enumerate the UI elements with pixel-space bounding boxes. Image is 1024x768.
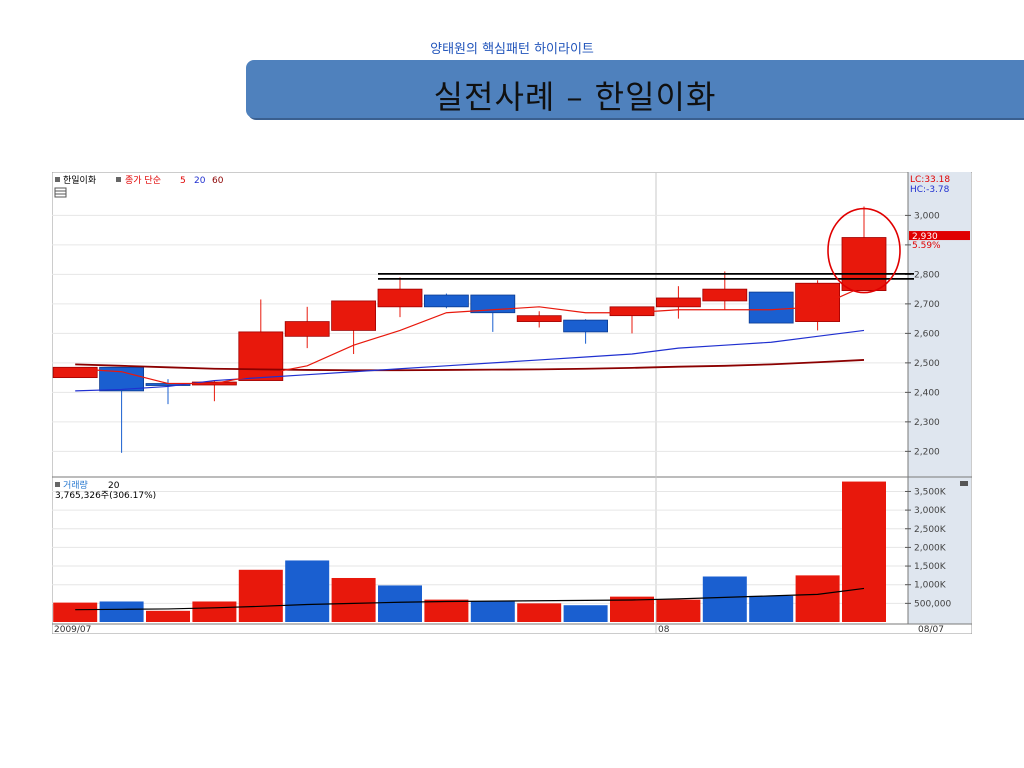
candle-body (563, 319, 609, 333)
candle-body (516, 315, 562, 322)
price-tick-labels: 3,000 2,800 2,700 2,600 2,500 2,400 2,300 2,200 (905, 211, 940, 457)
volume-tick-label: 2,500K (914, 525, 947, 535)
candle-body (99, 366, 144, 392)
volume-bar (53, 602, 98, 622)
volume-bar (424, 599, 469, 622)
volume-bar (563, 605, 608, 622)
price-tick-label: 2,600 (914, 329, 940, 339)
slide-title: 실전사례 – 한일이화 (433, 78, 717, 116)
candle-body (702, 288, 748, 302)
resistance-lines (378, 272, 914, 280)
volume-bar (192, 601, 237, 622)
candlesticks (52, 206, 887, 453)
volume-tick-label: 2,000K (914, 543, 947, 553)
candle-body (238, 331, 284, 381)
volume-bar (146, 610, 190, 622)
volume-bar (749, 595, 794, 622)
highlight-circle (827, 207, 901, 294)
price-legend: 한일이화 종가 단순 5 20 60 (54, 175, 224, 198)
legend-bullet (116, 177, 121, 182)
volume-tick-label: 1,500K (914, 562, 947, 572)
price-tick-label: 2,400 (914, 388, 940, 398)
candle-body (748, 291, 794, 324)
candle-body (656, 297, 701, 308)
stock-chart: 3,000 2,800 2,700 2,600 2,500 2,400 2,300 2,200… (52, 172, 972, 634)
collapse-icon[interactable] (960, 481, 968, 486)
legend-indicator: 종가 단순 (125, 175, 161, 186)
slide-subtitle: 양태원의 핵심패턴 하이라이트 (430, 42, 594, 57)
x-label-month: 08 (658, 625, 670, 634)
legend-ma60: 60 (212, 176, 224, 186)
ma60-line (75, 359, 865, 372)
candle-body (841, 237, 887, 292)
price-tick-label: 2,700 (914, 300, 940, 310)
volume-bar (656, 599, 701, 622)
current-price: 2,930 (912, 232, 938, 242)
change-percent: 5.59% (912, 241, 941, 251)
volume-ma20-line (75, 587, 865, 611)
volume-bar (378, 585, 422, 622)
price-tick-label: 2,200 (914, 447, 940, 457)
x-label-start: 2009/07 (54, 625, 91, 634)
title-banner: 실전사례 – 한일이화 (246, 60, 1024, 118)
ma5-line (75, 285, 865, 385)
candle-body (795, 282, 840, 322)
table-icon[interactable] (54, 187, 67, 198)
x-label-end: 08/07 (918, 625, 944, 634)
moving-average-lines (75, 285, 865, 392)
price-tick-label: 2,300 (914, 418, 940, 428)
candle-body (470, 294, 516, 314)
legend-bullet (55, 177, 60, 182)
volume-legend-name: 거래량 (63, 479, 88, 491)
volume-bar (702, 576, 747, 622)
legend-bullet (55, 482, 60, 487)
price-axis-panel (908, 172, 971, 624)
chart-frame (52, 172, 972, 634)
volume-bars (53, 481, 886, 622)
volume-tick-labels: 3,500K 3,000K 2,500K 2,000K 1,500K 1,000K 500,… (905, 487, 951, 609)
legend-stock: 한일이화 (63, 175, 96, 186)
volume-bar (842, 481, 886, 622)
volume-bar (470, 601, 515, 622)
volume-legend-ma: 20 (108, 481, 120, 491)
volume-legend: 거래량 20 3,765,326주(306.17%) (55, 479, 968, 501)
volume-tick-label: 500,000 (914, 599, 951, 609)
volume-tick-label: 1,000K (914, 581, 947, 591)
current-price-tag (909, 231, 970, 241)
hc-label: HC:-3.78 (910, 185, 950, 195)
legend-ma20: 20 (194, 176, 206, 186)
volume-bar (285, 560, 330, 622)
volume-bar (795, 575, 840, 622)
price-tick-label: 3,000 (914, 211, 940, 221)
volume-ma-line (75, 587, 865, 611)
price-tick-label: 2,800 (914, 270, 940, 280)
volume-bar (517, 603, 562, 622)
candle-body (331, 300, 377, 331)
candle-body (52, 366, 98, 379)
candle-body (284, 321, 330, 337)
candle-body (377, 288, 423, 308)
volume-bar (331, 577, 376, 622)
volume-tick-label: 3,500K (914, 487, 947, 497)
ma20-line (75, 329, 865, 392)
price-tick-label: 2,500 (914, 359, 940, 369)
volume-legend-value: 3,765,326주(306.17%) (55, 490, 156, 501)
lc-label: LC:33.18 (910, 175, 950, 185)
candle-body (423, 294, 469, 308)
volume-bar (610, 596, 654, 622)
legend-ma5: 5 (180, 176, 186, 186)
volume-bar (238, 569, 283, 622)
volume-tick-label: 3,000K (914, 506, 947, 516)
volume-bar (99, 601, 144, 622)
